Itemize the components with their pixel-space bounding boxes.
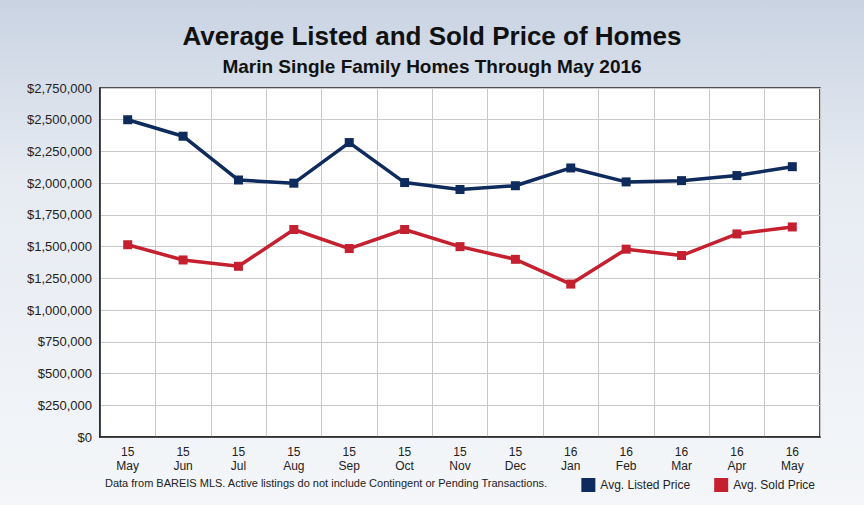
svg-text:Nov: Nov [449, 459, 470, 473]
svg-text:$2,000,000: $2,000,000 [27, 176, 92, 191]
svg-text:16: 16 [675, 445, 689, 459]
svg-text:Jul: Jul [231, 459, 246, 473]
svg-text:Marin Single Family Homes Thro: Marin Single Family Homes Through May 20… [222, 56, 641, 77]
svg-text:Aug: Aug [283, 459, 304, 473]
svg-text:May: May [116, 459, 139, 473]
svg-text:Avg. Sold Price: Avg. Sold Price [733, 478, 815, 492]
svg-text:15: 15 [176, 445, 190, 459]
svg-text:15: 15 [287, 445, 301, 459]
svg-text:$1,000,000: $1,000,000 [27, 303, 92, 318]
svg-text:$2,750,000: $2,750,000 [27, 81, 92, 96]
svg-text:May: May [781, 459, 804, 473]
svg-text:16: 16 [730, 445, 744, 459]
svg-text:$750,000: $750,000 [38, 334, 92, 349]
svg-text:$1,250,000: $1,250,000 [27, 271, 92, 286]
svg-text:$500,000: $500,000 [38, 366, 92, 381]
svg-text:15: 15 [509, 445, 523, 459]
svg-text:$2,250,000: $2,250,000 [27, 144, 92, 159]
svg-text:$0: $0 [78, 430, 92, 445]
svg-text:Data from BAREIS MLS. Active l: Data from BAREIS MLS. Active listings do… [105, 477, 547, 489]
svg-text:Jun: Jun [173, 459, 192, 473]
svg-text:Dec: Dec [505, 459, 526, 473]
svg-text:$1,750,000: $1,750,000 [27, 207, 92, 222]
svg-text:15: 15 [343, 445, 357, 459]
svg-text:15: 15 [232, 445, 246, 459]
svg-text:16: 16 [619, 445, 633, 459]
svg-text:Apr: Apr [728, 459, 747, 473]
svg-text:16: 16 [564, 445, 578, 459]
svg-text:Average Listed and Sold Price: Average Listed and Sold Price of Homes [183, 21, 682, 51]
svg-text:15: 15 [453, 445, 467, 459]
svg-text:15: 15 [121, 445, 135, 459]
svg-text:Sep: Sep [339, 459, 361, 473]
svg-text:16: 16 [786, 445, 800, 459]
svg-text:$2,500,000: $2,500,000 [27, 112, 92, 127]
svg-text:Oct: Oct [395, 459, 414, 473]
svg-text:$250,000: $250,000 [38, 398, 92, 413]
svg-text:Jan: Jan [561, 459, 580, 473]
svg-text:15: 15 [398, 445, 412, 459]
svg-text:Feb: Feb [616, 459, 637, 473]
svg-text:$1,500,000: $1,500,000 [27, 239, 92, 254]
svg-text:Mar: Mar [671, 459, 692, 473]
svg-text:Avg. Listed Price: Avg. Listed Price [600, 478, 690, 492]
